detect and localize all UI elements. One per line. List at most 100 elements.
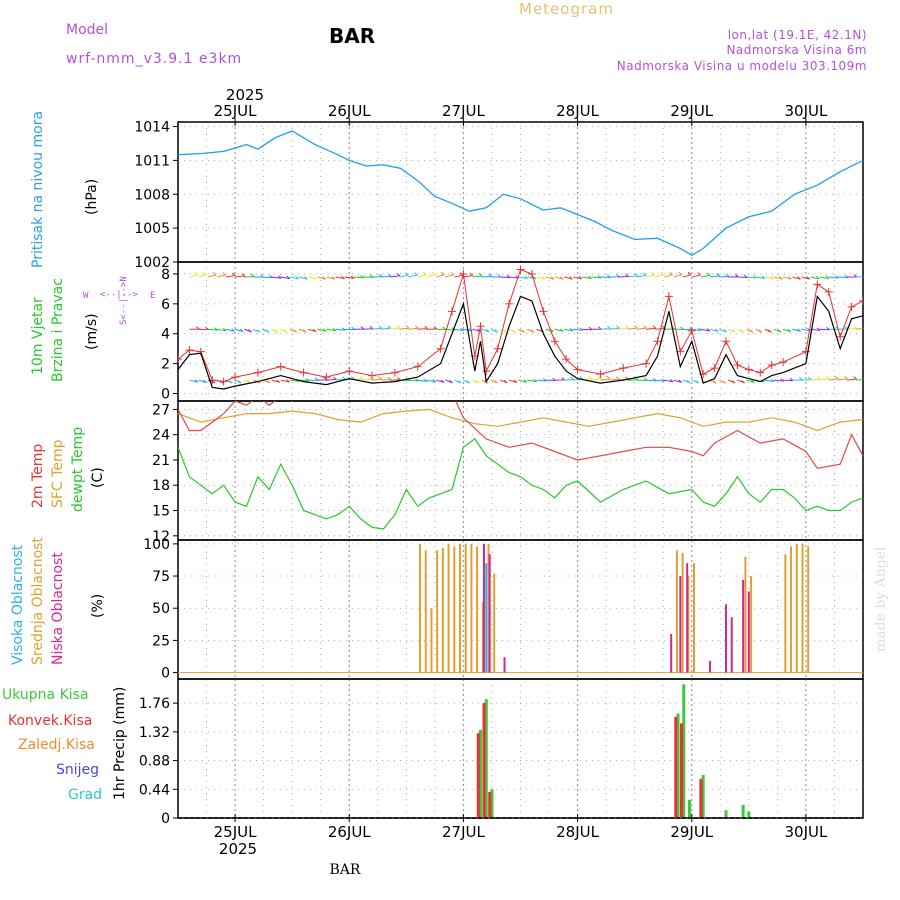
wind-arrow-head <box>312 328 317 333</box>
wind-arrow <box>554 328 564 332</box>
wind-arrow-head <box>788 276 792 280</box>
y-tick-label: 6 <box>161 297 170 313</box>
wind-arrow <box>262 276 273 279</box>
wind-arrow-head <box>652 325 657 329</box>
gust-marker <box>413 362 422 371</box>
bottom-year-label: 2025 <box>219 840 257 858</box>
gust-marker <box>859 296 863 305</box>
wind-unit: (m/s) <box>84 313 100 350</box>
wind-arrow-head <box>332 376 337 380</box>
cloud-bar <box>470 543 473 673</box>
wind-arrow-head <box>360 376 364 380</box>
wind-arrow <box>691 274 701 278</box>
precip-bar <box>674 716 678 818</box>
precip-bar <box>701 774 705 818</box>
y-tick-label: 0 <box>161 387 170 403</box>
wind-arrow-head <box>723 328 728 333</box>
wind-arrow-head <box>588 275 592 279</box>
cloud-bar <box>419 543 422 673</box>
pressure-line <box>178 130 863 256</box>
wind-arrow <box>627 275 638 278</box>
wind-arrow-head <box>768 329 772 333</box>
wind-arrow <box>755 276 766 279</box>
precip-bar <box>484 699 488 818</box>
wind-arrow-head <box>405 272 409 276</box>
gust-marker <box>824 287 833 296</box>
y-tick-label: 8 <box>161 267 170 283</box>
cloud-bar <box>430 608 433 673</box>
precip-bar <box>724 810 728 818</box>
wind-arrow <box>335 276 345 280</box>
wind-arrow-head <box>597 376 602 380</box>
wind-arrow-head <box>378 273 383 278</box>
compass-w: W <box>83 291 89 301</box>
wind-arrow <box>408 274 418 278</box>
wind-arrow <box>746 379 755 384</box>
wind-arrow <box>591 276 601 279</box>
wind-arrow-head <box>634 325 638 329</box>
wind-arrow-head <box>231 272 236 276</box>
t2m-line <box>178 401 863 470</box>
precip-bar <box>476 733 480 818</box>
wind-arrow-head <box>615 376 620 380</box>
wind-arrow-head <box>530 329 535 333</box>
wind-arrow-head <box>387 273 392 277</box>
wind-arrow <box>719 275 730 278</box>
wind-arrow-head <box>194 271 198 276</box>
watermark: made by Angel <box>873 546 889 652</box>
cloud-bar <box>730 617 733 673</box>
wind-arrow <box>271 379 280 383</box>
wind-arrow-head <box>678 379 682 383</box>
cloud-bar <box>675 550 678 673</box>
wind-arrow-head <box>706 328 711 332</box>
wind-arrow-head <box>731 380 736 384</box>
wind-arrow <box>709 275 720 278</box>
wind-arrow-head <box>758 329 763 333</box>
wind-arrow <box>600 378 611 381</box>
wind-arrow <box>856 328 863 330</box>
precip-unit: 1hr Precip (mm) <box>112 687 128 800</box>
wind-arrow <box>271 276 282 279</box>
wind-arrow-head <box>203 379 207 383</box>
gust-marker <box>482 367 491 376</box>
y-tick-label: 1008 <box>134 187 170 203</box>
precip-bar <box>482 703 486 818</box>
y-tick-label: 18 <box>152 478 170 494</box>
wind-arrow-head <box>222 327 227 332</box>
wind-arrow <box>344 276 355 279</box>
wind-arrow <box>682 328 693 331</box>
cloud-bar <box>485 563 488 673</box>
mid-cloud-label: Srednja Oblacnost <box>30 537 46 665</box>
top-day-label: 30JUL <box>784 102 827 120</box>
wind-arrow <box>545 276 555 280</box>
wind-arrow <box>399 274 409 278</box>
wind-arrow <box>426 379 436 383</box>
cloud-bar <box>441 547 444 673</box>
wind-arrow-head <box>295 276 299 280</box>
gust-marker <box>722 337 730 346</box>
wind-arrow <box>308 328 317 333</box>
model-elevation-text: Nadmorska Visina u modelu 303.109m <box>617 59 867 73</box>
wind-arrow <box>454 328 464 332</box>
wind-arrow-head <box>239 328 244 333</box>
bottom-day-label: 25JUL <box>214 823 257 841</box>
wind-arrow-head <box>322 328 327 332</box>
wind-arrow-head <box>807 376 812 380</box>
wind-arrow-head <box>457 380 462 384</box>
precip-bar <box>682 684 686 818</box>
wind-arrow-head <box>369 325 374 330</box>
gust-marker <box>219 377 228 386</box>
wind-arrow-head <box>396 272 401 277</box>
gust-marker <box>687 326 696 335</box>
wind-arrow-head <box>322 276 326 280</box>
wind-arrow-head <box>422 271 427 276</box>
wind-arrow <box>225 275 236 278</box>
wind-arrow-head <box>853 325 858 329</box>
wind-arrow <box>198 379 207 384</box>
wind-arrow <box>408 379 419 382</box>
wind-arrow <box>810 378 821 381</box>
wind-arrow-head <box>687 271 692 276</box>
wind-label-2: Brzina i Pravac <box>50 278 66 382</box>
wind-arrow <box>682 274 692 278</box>
wind-arrow <box>691 328 702 332</box>
